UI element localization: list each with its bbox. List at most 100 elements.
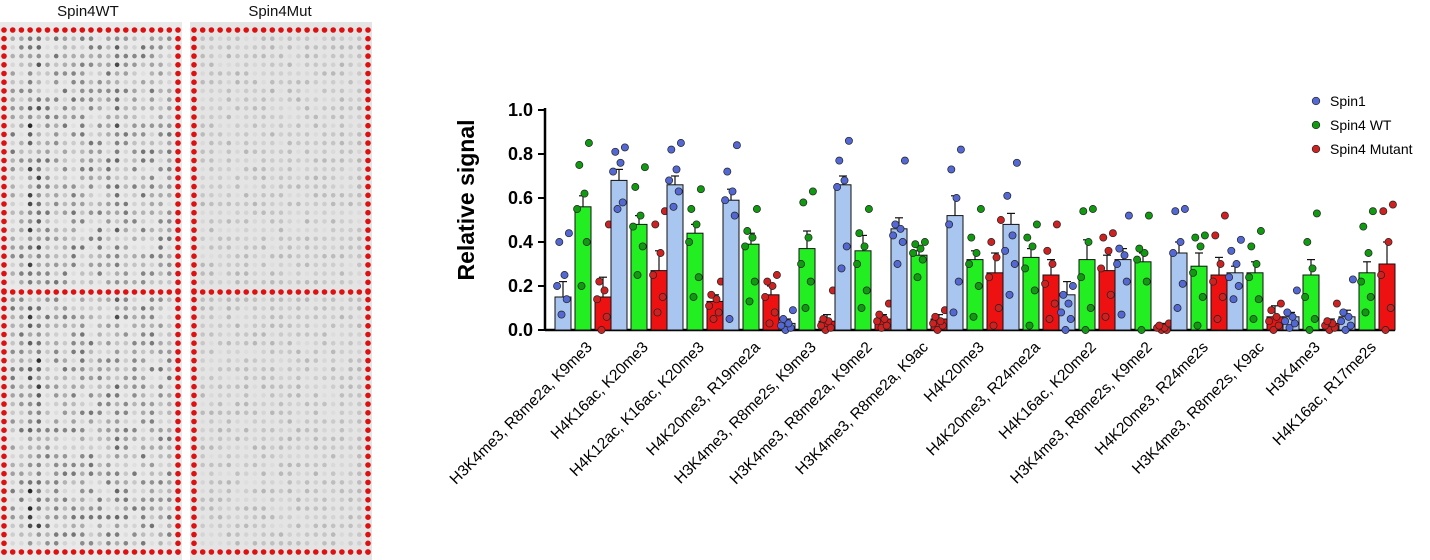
blot-spot xyxy=(123,454,129,459)
blot-spot xyxy=(357,123,362,128)
blot-spot xyxy=(132,53,137,59)
blot-spot xyxy=(330,158,336,163)
bar xyxy=(574,206,592,331)
blot-spot xyxy=(19,97,24,102)
data-point xyxy=(1249,315,1258,323)
data-point xyxy=(765,319,774,328)
data-point xyxy=(709,315,718,323)
blot-spot xyxy=(357,332,362,337)
blot-spot xyxy=(80,123,85,128)
blot-spot xyxy=(209,271,214,276)
blot-spot xyxy=(149,523,155,529)
blot-spot xyxy=(140,245,146,250)
blot-border-spot xyxy=(1,96,7,103)
blot-spot xyxy=(71,488,76,494)
blot-spot xyxy=(226,140,232,146)
blot-spot xyxy=(123,340,129,346)
blot-spot xyxy=(123,332,129,337)
blot-spot xyxy=(62,271,68,276)
bar xyxy=(1134,261,1152,331)
blot-spot xyxy=(10,88,15,94)
blot-spot xyxy=(226,532,232,537)
blot-spot xyxy=(243,45,249,50)
blot-spot xyxy=(10,71,15,76)
blot-spot xyxy=(287,488,293,494)
blot-spot xyxy=(167,480,172,485)
blot-spot xyxy=(322,445,327,450)
blot-spot xyxy=(97,541,102,546)
blot-spot xyxy=(313,219,319,224)
blot-spot xyxy=(19,158,24,163)
data-point xyxy=(1052,220,1061,229)
data-point xyxy=(1348,275,1357,284)
blot-spot xyxy=(132,245,137,250)
data-point xyxy=(1099,233,1108,242)
blot-spot xyxy=(62,210,68,215)
blot-spot xyxy=(252,436,258,442)
data-point xyxy=(844,136,853,145)
blot-spot xyxy=(106,210,111,215)
blot-border-spot xyxy=(365,175,371,181)
blot-spot xyxy=(19,227,24,233)
blot-spot xyxy=(149,384,155,390)
blot-spot xyxy=(132,62,137,68)
blot-spot xyxy=(53,436,59,442)
blot-spot xyxy=(123,506,129,511)
data-point xyxy=(853,260,862,268)
blot-border-spot xyxy=(243,549,249,555)
blot-spot xyxy=(10,201,15,207)
blot-spot xyxy=(45,375,50,381)
blot-spot xyxy=(209,349,214,355)
blot-border-spot xyxy=(1,27,7,33)
blot-spot xyxy=(80,97,85,102)
blot-border-spot xyxy=(1,244,7,251)
data-point xyxy=(656,249,665,257)
blot-spot xyxy=(270,506,275,511)
blot-spot xyxy=(27,106,33,111)
blot-spot xyxy=(53,323,59,329)
blot-border-spot xyxy=(1,383,7,390)
blot-spot xyxy=(296,454,301,459)
data-point xyxy=(1021,264,1030,273)
blot-spot xyxy=(322,166,327,172)
blot-border-spot xyxy=(44,549,51,555)
blot-spot xyxy=(287,497,293,503)
blot-border-spot xyxy=(1,357,7,364)
blot-border-spot xyxy=(191,279,197,286)
blot-spot xyxy=(357,306,362,311)
blot-spot xyxy=(132,419,137,424)
blot-spot xyxy=(348,314,353,320)
blot-spot xyxy=(36,419,42,424)
blot-spot xyxy=(114,384,120,390)
blot-spot xyxy=(88,471,94,477)
blot-border-spot xyxy=(1,149,7,155)
blot-spot xyxy=(10,149,15,155)
data-point xyxy=(1142,277,1151,286)
blot-border-spot xyxy=(175,383,181,390)
blot-spot xyxy=(348,506,353,511)
blot-spot xyxy=(270,97,275,102)
blot-spot xyxy=(287,506,293,511)
blot-border-spot xyxy=(1,236,7,242)
blot-spot xyxy=(62,245,68,250)
blot-spot xyxy=(36,53,42,59)
data-point xyxy=(1057,308,1066,317)
blot-spot xyxy=(330,236,336,242)
blot-spot xyxy=(243,114,249,120)
data-point xyxy=(584,139,593,147)
blot-spot xyxy=(243,349,249,355)
blot-spot xyxy=(270,306,275,311)
blot-spot xyxy=(114,410,120,416)
blot-border-spot xyxy=(175,323,181,329)
blot-spot xyxy=(27,506,33,511)
blot-spot xyxy=(140,410,146,416)
blot-border-spot xyxy=(36,289,42,295)
blot-spot xyxy=(10,227,15,233)
blot-spot xyxy=(106,480,111,485)
blot-border-spot xyxy=(260,289,267,295)
blot-spot xyxy=(71,358,76,363)
blot-spot xyxy=(252,271,258,276)
blot-spot xyxy=(106,410,111,416)
data-point xyxy=(743,227,752,235)
blot-spot xyxy=(10,454,15,459)
